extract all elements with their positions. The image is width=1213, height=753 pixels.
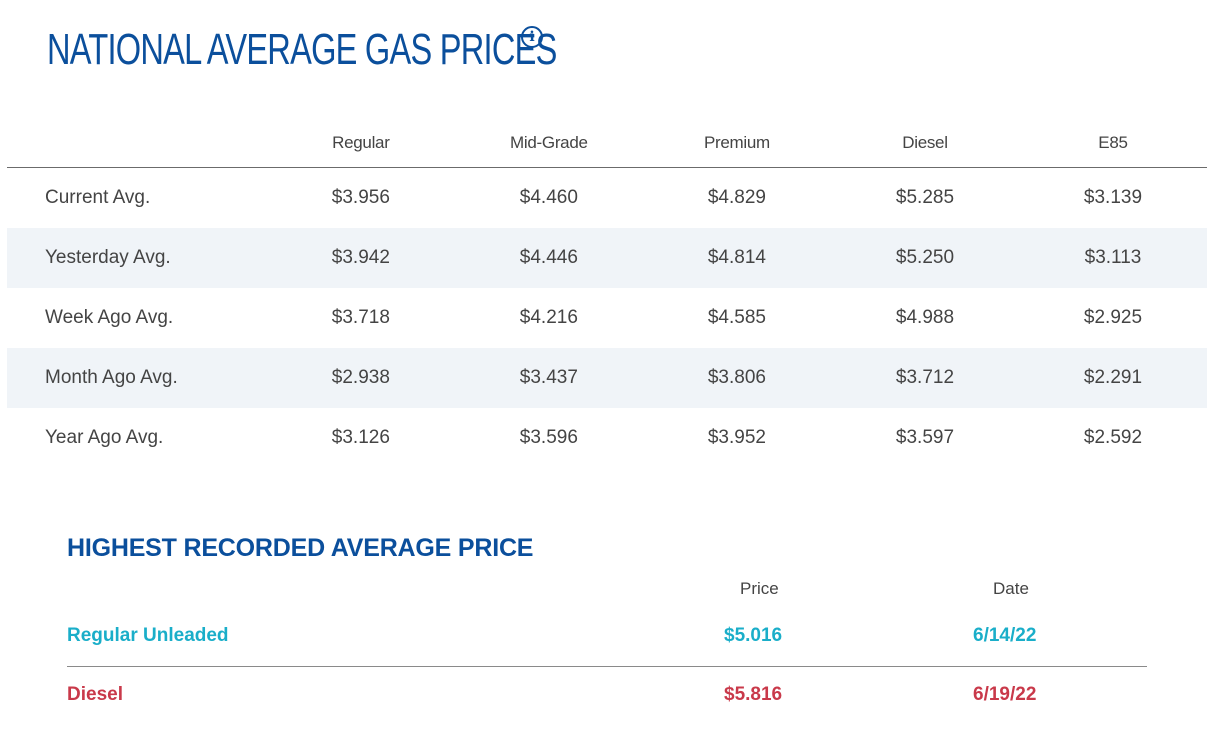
price-cell: $3.113 [1018,228,1207,288]
record-price: $5.016 [724,625,783,646]
table-row: Year Ago Avg. $3.126 $3.596 $3.952 $3.59… [7,408,1207,468]
price-cell: $3.712 [830,348,1019,408]
table-row: Week Ago Avg. $3.718 $4.216 $4.585 $4.98… [7,288,1207,348]
page-header: NATIONAL AVERAGE GAS PRICES i [47,26,736,74]
header-mid-grade: Mid-Grade [454,118,643,168]
table-row: Month Ago Avg. $2.938 $3.437 $3.806 $3.7… [7,348,1207,408]
page-title: NATIONAL AVERAGE GAS PRICES [47,25,557,74]
info-icon[interactable]: i [521,26,543,48]
price-cell: $3.942 [266,228,455,288]
price-cell: $3.806 [642,348,831,408]
price-cell: $4.446 [454,228,643,288]
row-label: Current Avg. [45,187,151,208]
price-cell: $3.596 [519,427,578,448]
header-blank [7,118,267,168]
record-price: $5.816 [724,684,783,705]
header-diesel: Diesel [830,118,1019,168]
row-label: Regular Unleaded [67,625,229,646]
row-label: Diesel [67,684,123,705]
highest-price-table: Price Date Regular Unleaded $5.016 6/14/… [67,570,1147,725]
header-premium: Premium [642,118,831,168]
header-date: Date [993,579,1029,598]
price-cell: $4.585 [707,307,766,328]
highest-row-regular: Regular Unleaded $5.016 6/14/22 [67,608,1147,667]
row-label: Month Ago Avg. [7,348,267,408]
price-cell: $3.437 [454,348,643,408]
highest-header-row: Price Date [67,570,1147,608]
row-label: Year Ago Avg. [45,427,164,448]
price-cell: $2.291 [1018,348,1207,408]
row-label: Yesterday Avg. [7,228,267,288]
header-e85: E85 [1018,118,1207,168]
price-cell: $3.597 [895,427,955,448]
price-cell: $2.938 [266,348,455,408]
highest-row-diesel: Diesel $5.816 6/19/22 [67,667,1147,725]
price-cell: $4.216 [519,307,578,328]
row-label: Week Ago Avg. [45,307,174,328]
price-cell: $5.285 [895,187,955,208]
price-cell: $3.718 [331,307,390,328]
table-header-row: Regular Mid-Grade Premium Diesel E85 [7,118,1207,168]
price-cell: $5.250 [830,228,1019,288]
price-cell: $3.126 [331,427,390,448]
national-average-table: Regular Mid-Grade Premium Diesel E85 Cur… [7,118,1207,468]
price-cell: $3.956 [331,187,390,208]
price-cell: $4.460 [519,187,578,208]
price-cell: $4.988 [895,307,955,328]
record-date: 6/14/22 [973,625,1037,646]
price-cell: $3.952 [707,427,766,448]
highest-price-title: HIGHEST RECORDED AVERAGE PRICE [67,534,534,562]
price-cell: $4.829 [707,187,766,208]
price-cell: $3.139 [1083,187,1143,208]
price-cell: $4.814 [642,228,831,288]
price-cell: $2.592 [1083,427,1143,448]
table-row: Yesterday Avg. $3.942 $4.446 $4.814 $5.2… [7,228,1207,288]
header-regular: Regular [266,118,455,168]
table-row: Current Avg. $3.956 $4.460 $4.829 $5.285… [7,168,1207,229]
header-price: Price [740,579,779,598]
price-cell: $2.925 [1083,307,1143,328]
record-date: 6/19/22 [973,684,1037,705]
